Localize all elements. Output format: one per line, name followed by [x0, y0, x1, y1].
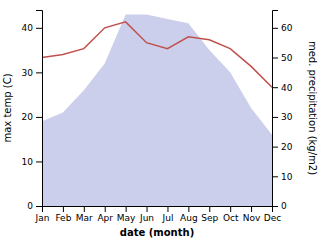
tick: Jun	[139, 206, 154, 223]
tick-mark	[272, 147, 278, 148]
tick-label: 0	[281, 201, 287, 211]
tick-label: 50	[281, 53, 293, 63]
area	[42, 14, 272, 206]
marks	[42, 14, 272, 206]
tick-label: 60	[281, 23, 293, 33]
tick: 10	[22, 157, 42, 167]
tick: 40	[22, 23, 42, 33]
tick: Oct	[223, 206, 239, 223]
tick-label: 30	[281, 112, 293, 122]
tick-label: Jul	[162, 213, 174, 223]
tick: 30	[22, 68, 42, 78]
tick-mark	[272, 87, 278, 88]
tick: 0	[27, 201, 42, 211]
tick: Feb	[55, 206, 71, 223]
tick-label: Mar	[76, 213, 93, 223]
tick-label: 40	[22, 23, 34, 33]
tick-mark	[167, 206, 168, 212]
tick-mark	[36, 117, 42, 118]
tick-mark	[84, 206, 85, 212]
tick-mark	[272, 117, 278, 118]
tick-label: 40	[281, 83, 293, 93]
tick-mark	[147, 206, 148, 212]
tick: Jan	[35, 206, 50, 223]
tick: 60	[272, 23, 293, 33]
y-axis-title: max temp (C)	[2, 73, 13, 142]
chart: JanFebMarAprMayJunJulAugSepOctNovDec0102…	[0, 0, 318, 242]
tick-label: Sep	[201, 213, 218, 223]
line	[42, 22, 272, 87]
tick: 0	[272, 201, 287, 211]
tick: 30	[272, 112, 293, 122]
tick: 10	[272, 172, 293, 182]
tick-mark	[36, 206, 42, 207]
tick-mark	[188, 206, 189, 212]
tick-label: Nov	[243, 213, 261, 223]
x-axis: Jan Feb Mar Apr MayJun Jul AugSep Oct NovDec	[35, 206, 282, 223]
tick-mark	[272, 58, 278, 59]
chart-container: JanFebMarAprMayJunJulAugSepOctNovDec0102…	[0, 0, 318, 242]
tick: 20	[272, 142, 293, 152]
tick: 50	[272, 53, 293, 63]
tick-mark	[230, 206, 231, 212]
tick: Jul	[162, 206, 174, 223]
axis-line	[273, 11, 279, 207]
tick: 20	[22, 112, 42, 122]
tick-label: May	[117, 213, 136, 223]
tick-mark	[251, 206, 252, 212]
tick-label: Dec	[264, 213, 281, 223]
tick: Aug	[180, 206, 198, 223]
axis-line	[36, 11, 43, 207]
tick: Mar	[76, 206, 93, 223]
x-axis-title: date (month)	[120, 227, 194, 238]
tick-label: Jan	[35, 213, 50, 223]
tick-mark	[126, 206, 127, 212]
tick-mark	[63, 206, 64, 212]
axis-line	[43, 207, 273, 213]
y-axis: 0 10 20 30 40	[22, 11, 43, 212]
tick-mark	[272, 176, 278, 177]
tick-mark	[36, 28, 42, 29]
tick: Nov	[243, 206, 261, 223]
tick-mark	[36, 161, 42, 162]
tick-label: 20	[281, 142, 293, 152]
tick-label: Feb	[55, 213, 71, 223]
tick-label: 20	[22, 112, 34, 122]
tick-label: 30	[22, 68, 34, 78]
tick-label: 10	[22, 157, 34, 167]
tick-mark	[272, 28, 278, 29]
tick-label: Jun	[139, 213, 154, 223]
tick-label: Oct	[223, 213, 239, 223]
tick: Dec	[264, 206, 281, 223]
tick-mark	[105, 206, 106, 212]
tick: 40	[272, 83, 293, 93]
tick-label: Apr	[97, 213, 113, 223]
tick-mark	[272, 206, 278, 207]
tick: May	[117, 206, 136, 223]
tick-label: 10	[281, 172, 293, 182]
tick: Sep	[201, 206, 218, 223]
y2-axis: 0 10 20 30 40 50 60	[272, 11, 293, 212]
tick-label: 0	[27, 201, 33, 211]
tick-mark	[36, 72, 42, 73]
tick-mark	[209, 206, 210, 212]
plot-area: JanFebMarAprMayJunJulAugSepOctNovDec0102…	[22, 11, 293, 224]
tick-label: Aug	[180, 213, 198, 223]
y2-axis-title: med. precipitation (kg/m2)	[307, 41, 318, 175]
tick: Apr	[97, 206, 113, 223]
